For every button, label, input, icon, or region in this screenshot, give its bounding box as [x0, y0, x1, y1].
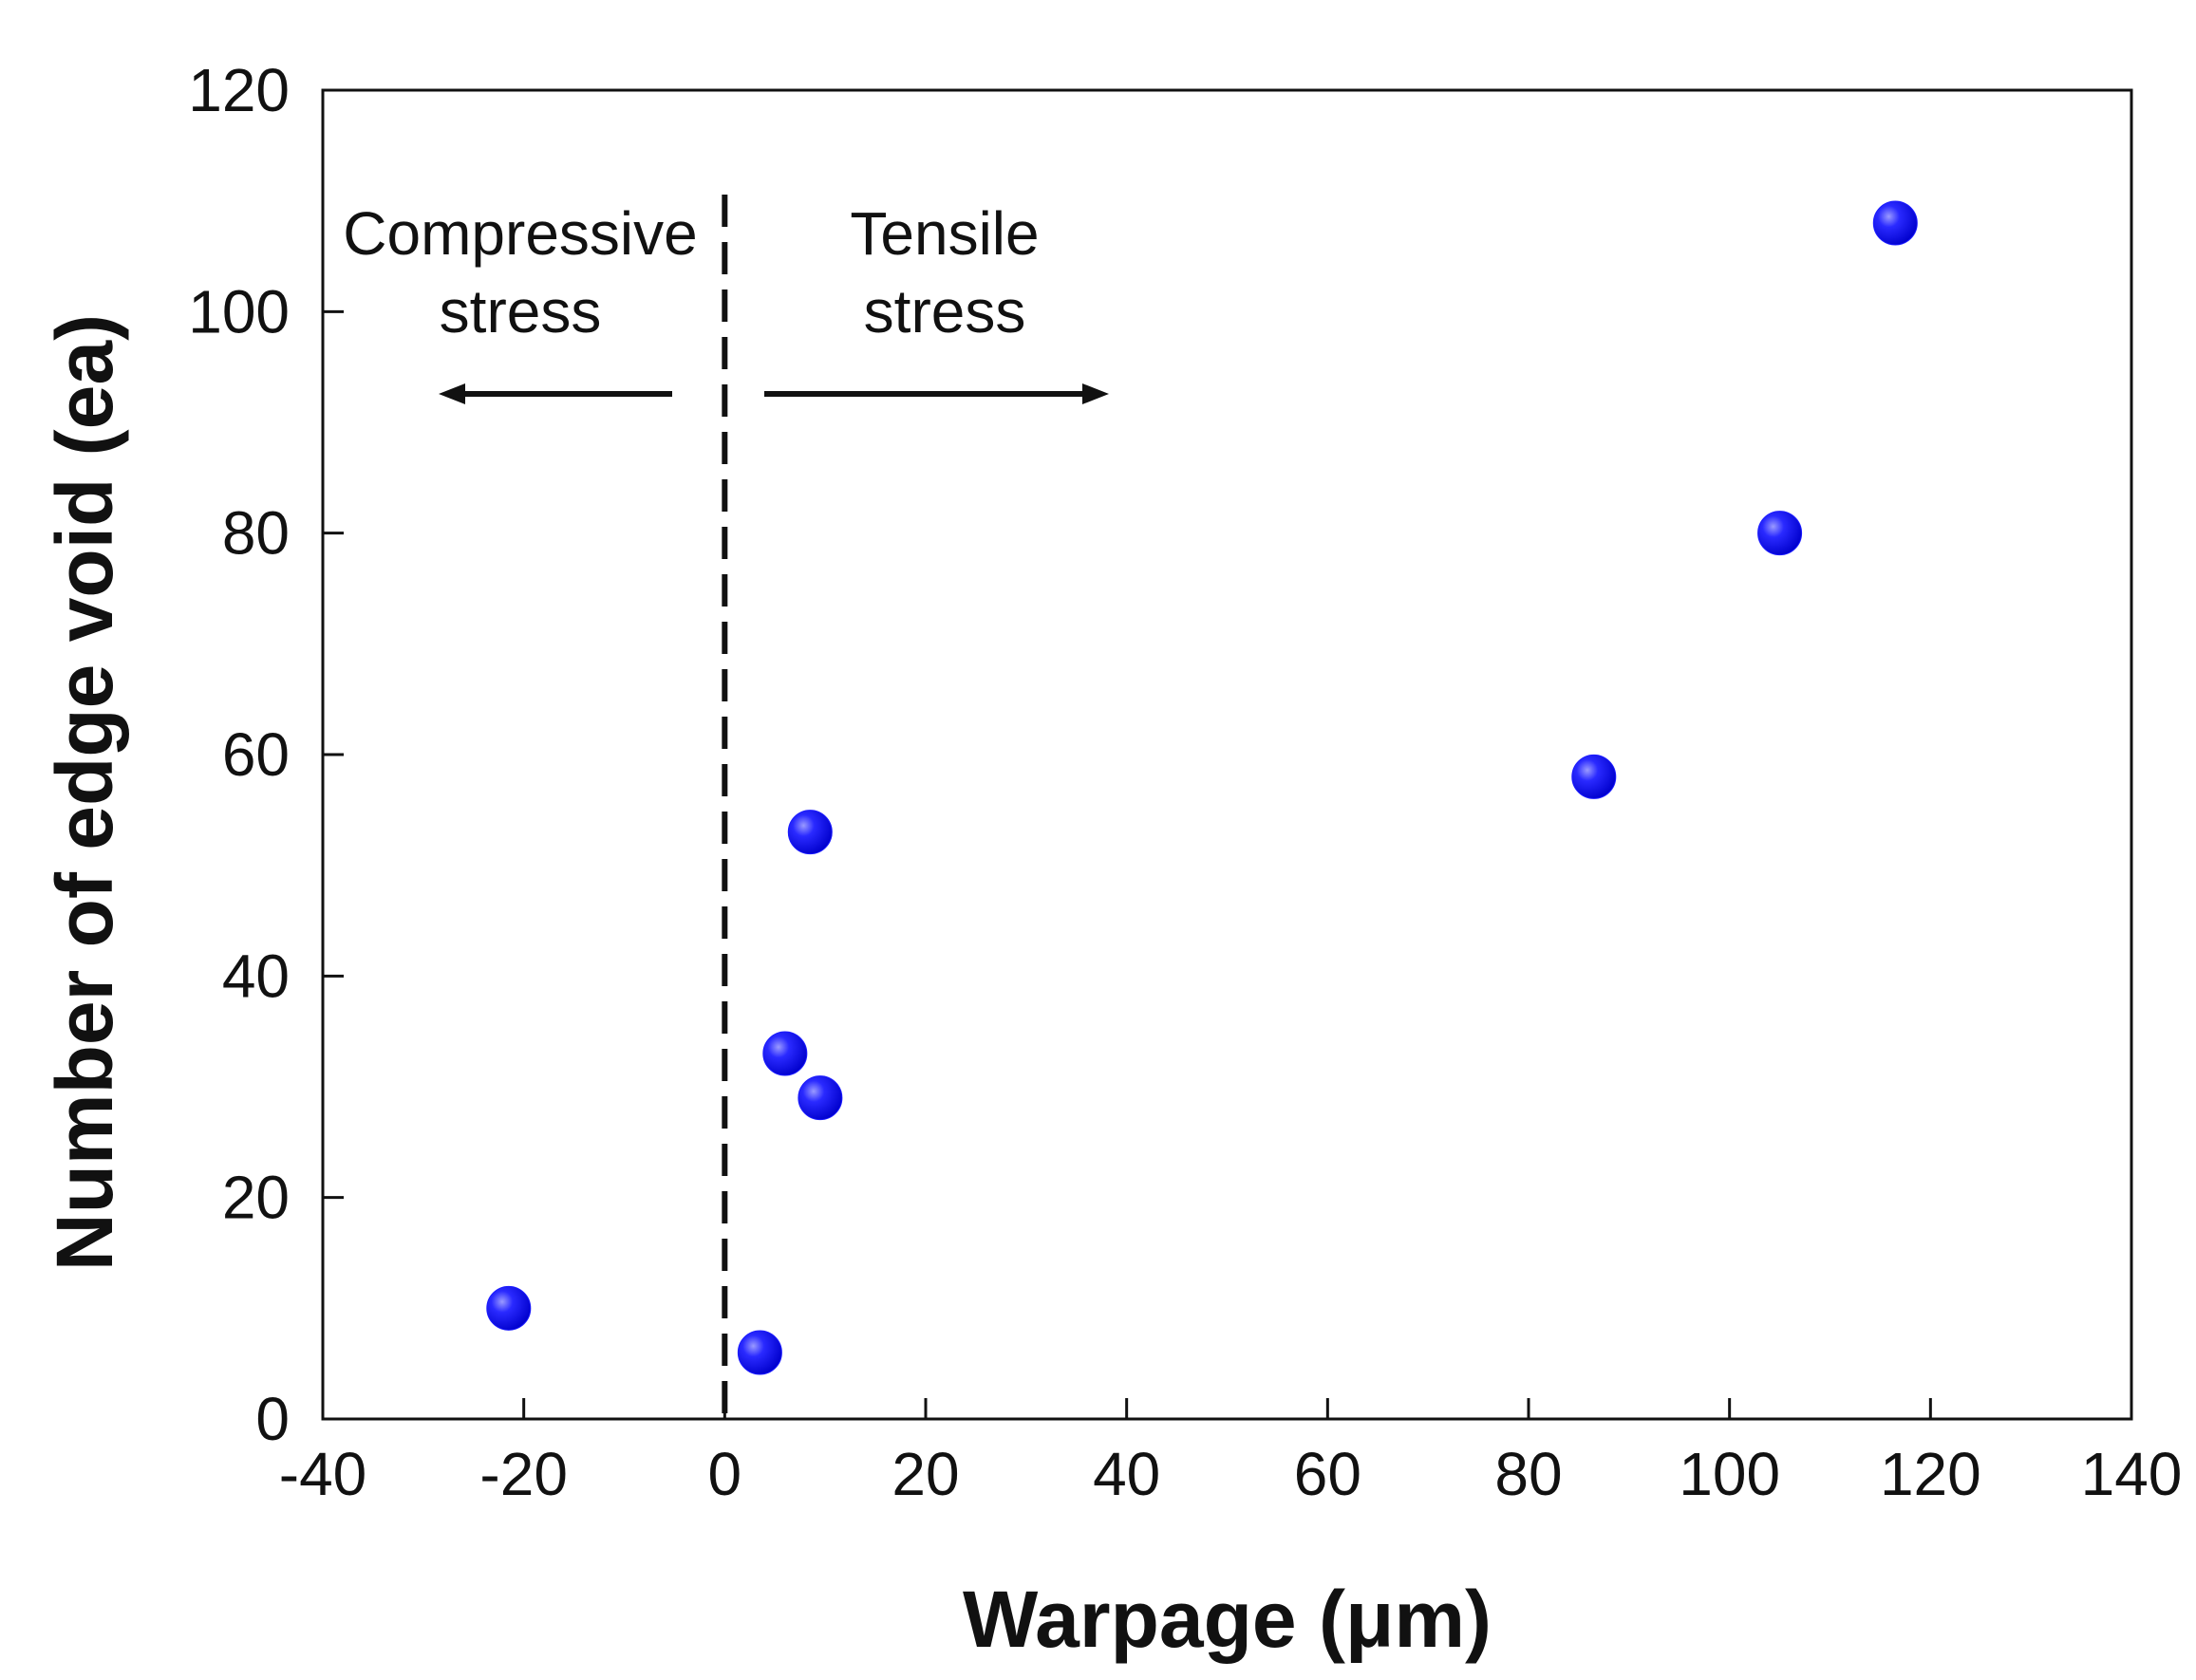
data-point — [737, 1330, 782, 1375]
compressive-label: Compressive — [343, 199, 697, 268]
y-tick-label: 80 — [222, 499, 290, 568]
y-tick-label: 40 — [222, 942, 290, 1010]
x-tick-label: 100 — [1679, 1440, 1780, 1508]
x-axis-title: Warpage (μm) — [963, 1575, 1492, 1664]
x-tick-label: 120 — [1880, 1440, 1981, 1508]
x-tick-label: 20 — [892, 1440, 959, 1508]
x-tick-label: -20 — [479, 1440, 568, 1508]
data-point — [762, 1031, 808, 1076]
tensile-label: Tensile — [850, 199, 1039, 268]
tensile-stress-label: stress — [864, 277, 1026, 345]
annotation-layer: Compressive stress Tensile stress — [343, 195, 1109, 1419]
y-axis-title: Number of edge void (ea) — [40, 314, 129, 1271]
x-tick-label: -40 — [279, 1440, 367, 1508]
data-points — [486, 200, 1918, 1375]
y-tick-label: 20 — [222, 1164, 290, 1232]
y-tick-label: 100 — [188, 277, 290, 345]
x-tick-label: 80 — [1494, 1440, 1562, 1508]
y-tick-label: 0 — [255, 1385, 290, 1453]
compressive-arrow-head — [439, 383, 465, 404]
y-tick-label: 60 — [222, 720, 290, 789]
x-tick-label: 40 — [1093, 1440, 1160, 1508]
data-point — [1571, 754, 1617, 799]
data-point — [486, 1285, 532, 1331]
axes-layer: -40 -20 0 20 40 60 80 100 120 140 0 20 40 60 80 100 120 — [188, 56, 2182, 1508]
data-point — [1757, 511, 1803, 556]
data-point — [787, 810, 833, 855]
data-point — [798, 1075, 843, 1121]
x-tick-label: 60 — [1294, 1440, 1361, 1508]
x-tick-label: 140 — [2081, 1440, 2183, 1508]
data-point — [1872, 200, 1918, 246]
x-tick-label: 0 — [708, 1440, 742, 1508]
compressive-stress-label: stress — [440, 277, 602, 345]
y-tick-label: 120 — [188, 56, 290, 124]
tensile-arrow-head — [1082, 383, 1109, 404]
